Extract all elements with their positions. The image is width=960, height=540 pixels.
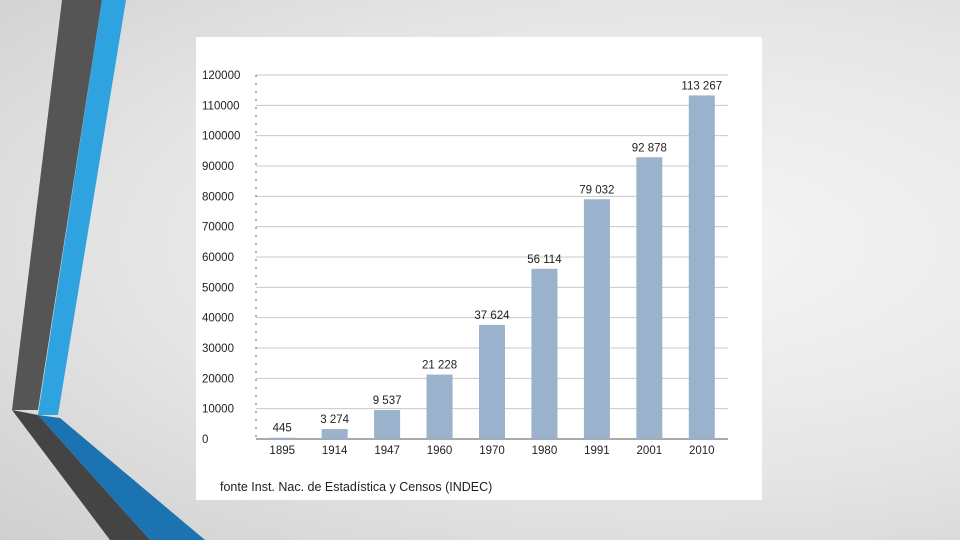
bar bbox=[269, 437, 296, 439]
y-tick-label: 50000 bbox=[202, 282, 234, 294]
y-tick-label: 0 bbox=[202, 434, 208, 446]
y-tick-label: 30000 bbox=[202, 343, 234, 355]
y-tick-label: 120000 bbox=[202, 70, 240, 82]
y-tick-label: 20000 bbox=[202, 373, 234, 385]
bar bbox=[374, 410, 401, 439]
data-label: 445 bbox=[273, 423, 292, 435]
data-label: 37 624 bbox=[474, 310, 510, 322]
bar bbox=[321, 429, 348, 439]
y-tick-label: 80000 bbox=[202, 191, 234, 203]
blue-bottom-stripe bbox=[38, 415, 205, 540]
data-label: 56 114 bbox=[527, 254, 562, 266]
data-label: 9 537 bbox=[373, 395, 402, 407]
x-tick-label: 1947 bbox=[374, 445, 400, 457]
bar bbox=[688, 95, 715, 439]
x-tick-label: 1960 bbox=[427, 445, 453, 457]
bar bbox=[479, 324, 505, 439]
dark-bottom-stripe bbox=[12, 410, 150, 540]
bar bbox=[531, 268, 558, 439]
bar-chart: 0 10000 20000 30000 40000 50000 60000 70000 8000… bbox=[202, 70, 728, 457]
bar bbox=[583, 199, 610, 439]
y-tick-label: 100000 bbox=[202, 131, 240, 143]
blue-stripe bbox=[38, 0, 126, 415]
y-tick-label: 60000 bbox=[202, 252, 234, 264]
data-label: 113 267 bbox=[681, 80, 722, 92]
data-label: 21 228 bbox=[422, 360, 457, 372]
x-tick-label: 1980 bbox=[532, 445, 558, 457]
y-tick-label: 10000 bbox=[202, 404, 234, 416]
source-note: fonte Inst. Nac. de Estadística y Censos… bbox=[220, 480, 493, 494]
x-tick-label: 2010 bbox=[689, 445, 715, 457]
data-label: 92 878 bbox=[632, 142, 667, 154]
bar bbox=[636, 157, 663, 439]
x-tick-label: 1991 bbox=[584, 445, 610, 457]
x-tick-label: 1914 bbox=[322, 445, 348, 457]
data-label: 3 274 bbox=[320, 414, 349, 426]
y-tick-label: 40000 bbox=[202, 313, 234, 325]
x-tick-label: 2001 bbox=[637, 445, 663, 457]
y-tick-label: 70000 bbox=[202, 222, 234, 234]
chart-card: 0 10000 20000 30000 40000 50000 60000 70000 8000… bbox=[196, 37, 762, 500]
x-tick-label: 1895 bbox=[269, 445, 295, 457]
x-tick-label: 1970 bbox=[479, 445, 505, 457]
dark-stripe bbox=[12, 0, 102, 410]
data-label: 79 032 bbox=[579, 184, 614, 196]
y-tick-label: 90000 bbox=[202, 161, 234, 173]
y-tick-label: 110000 bbox=[202, 100, 240, 112]
bar bbox=[426, 374, 453, 439]
